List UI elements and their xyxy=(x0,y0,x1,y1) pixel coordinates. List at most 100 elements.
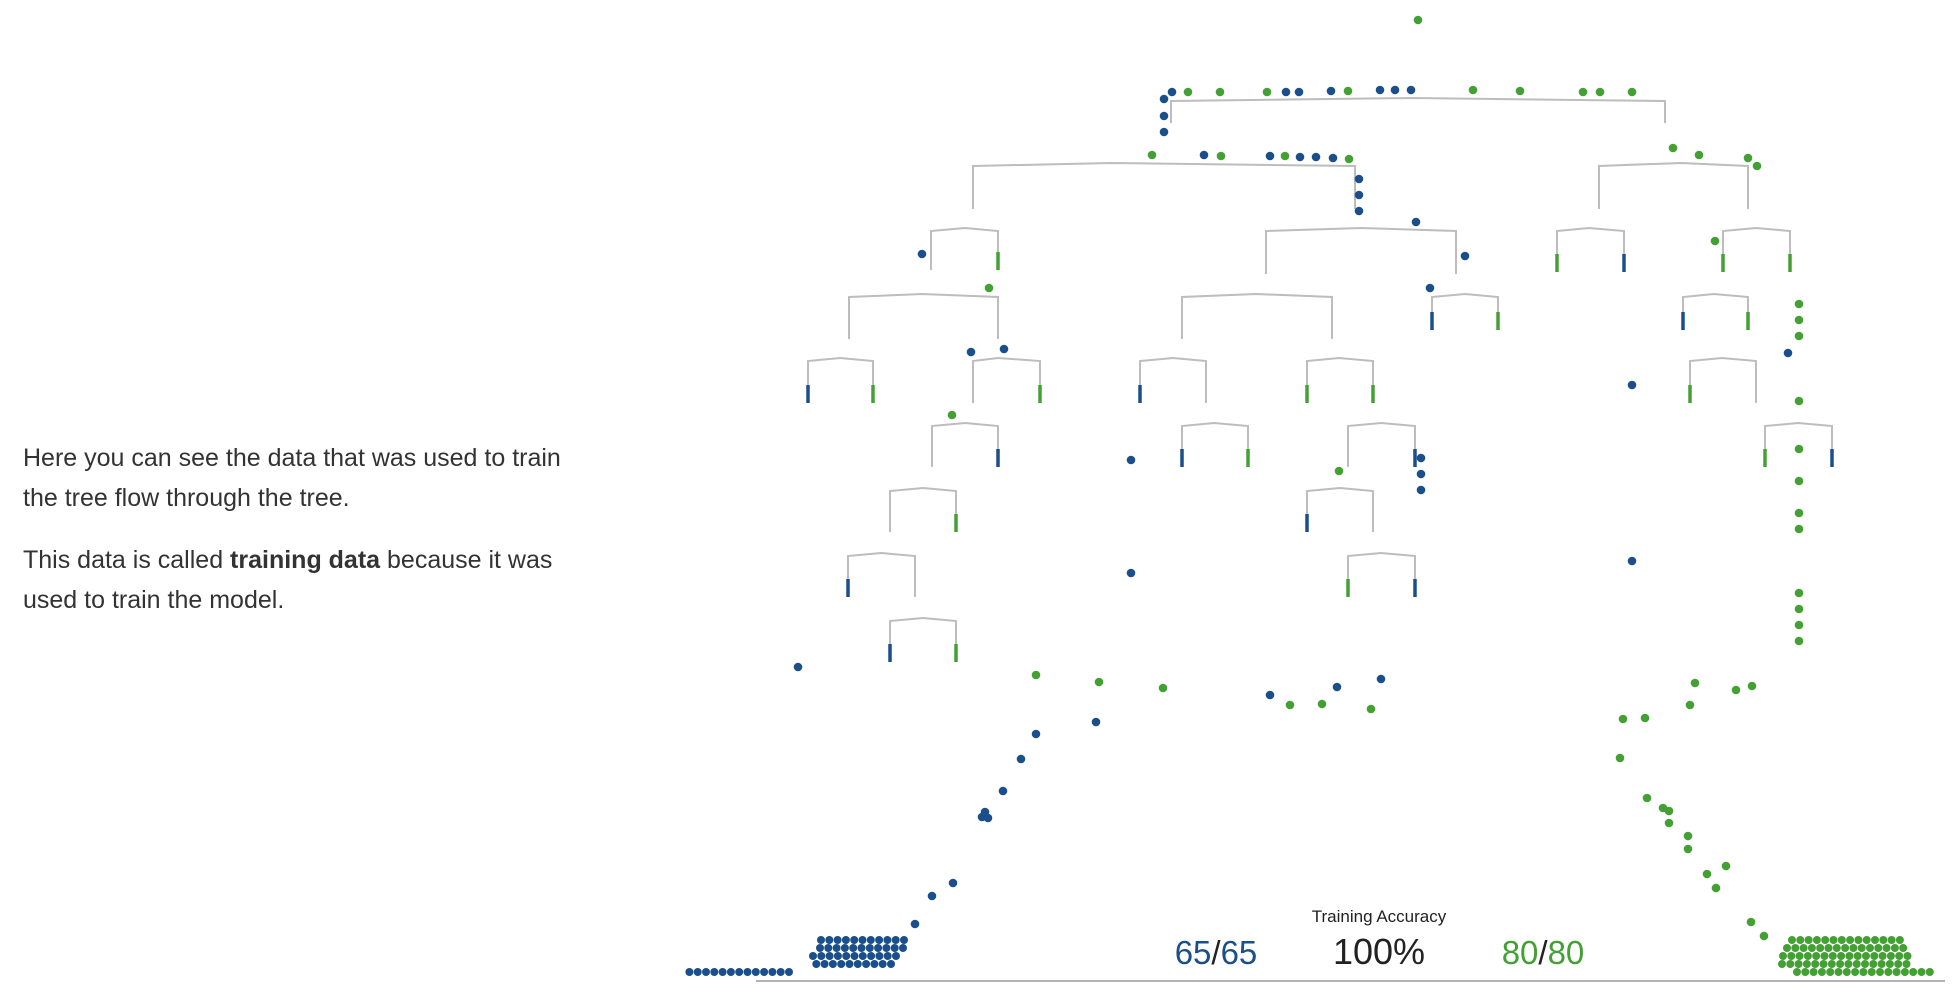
class-a-pile-point xyxy=(882,944,891,952)
class-a-pile-point xyxy=(816,944,824,952)
class-b-point xyxy=(1627,87,1637,97)
class-b-point xyxy=(1334,466,1344,476)
class-b-pile-point xyxy=(1788,936,1796,944)
class-a-point xyxy=(1425,283,1435,293)
narrative-text: Here you can see the data that was used … xyxy=(23,438,583,642)
class-a-point xyxy=(1406,85,1416,95)
tree-branch xyxy=(1431,292,1499,330)
class-a-pile-point xyxy=(837,960,846,968)
class-a-pile-point xyxy=(858,936,867,944)
tree-branch xyxy=(889,616,957,662)
class-b-point xyxy=(1794,396,1804,406)
class-a-point xyxy=(1016,754,1026,764)
class-b-point xyxy=(1215,87,1225,97)
class-a-pile-point xyxy=(785,968,793,976)
class-b-pile-point xyxy=(1900,968,1909,976)
class-b-pile-point xyxy=(1794,960,1803,968)
class-a-point xyxy=(1354,190,1364,200)
class-a-point xyxy=(1416,469,1426,479)
class-b-pile-point xyxy=(1877,960,1886,968)
class-a-pile-point xyxy=(887,960,895,968)
class-a-pile-point xyxy=(760,968,769,976)
class-b-pile-point xyxy=(1820,952,1829,960)
class-a-point xyxy=(1375,85,1385,95)
class-b-pile-point xyxy=(1837,936,1846,944)
class-a-pile-point xyxy=(883,936,892,944)
class-a-point xyxy=(910,919,920,929)
tree-branch xyxy=(1764,421,1833,467)
class-b-pile-point xyxy=(1890,944,1899,952)
narrative-p2-pre: This data is called xyxy=(23,546,231,574)
class-b-point xyxy=(1794,636,1804,646)
tree-branch xyxy=(1265,226,1457,274)
training-accuracy-percent: 100% xyxy=(1333,931,1425,972)
class-a-pile-point xyxy=(751,968,760,976)
class-a-pile-point xyxy=(718,968,727,976)
class-b-point xyxy=(1280,151,1290,161)
class-a-pile-point xyxy=(820,960,829,968)
class-a-pile-point xyxy=(878,960,887,968)
class-a-point xyxy=(1159,94,1169,104)
class-a-point xyxy=(1265,690,1275,700)
class-a-pile-point xyxy=(900,936,908,944)
class-b-pile-point xyxy=(1895,952,1904,960)
class-a-pile-point xyxy=(849,944,858,952)
class-a-pile-point xyxy=(899,944,907,952)
class-b-point xyxy=(1216,151,1226,161)
class-b-pile-point xyxy=(1903,952,1912,960)
class-b-pile-point xyxy=(1925,968,1934,976)
class-b-pile-point xyxy=(1791,944,1800,952)
class-b-pile-point xyxy=(1874,944,1883,952)
tree-branch xyxy=(847,551,916,597)
class-a-count: 65/65 xyxy=(1175,934,1258,971)
class-a-point xyxy=(1281,87,1291,97)
class-a-pile-point xyxy=(809,952,817,960)
class-a-pile-point xyxy=(865,944,874,952)
class-b-pile-point xyxy=(1909,968,1918,976)
class-b-pile-point xyxy=(1853,952,1862,960)
class-b-pile-point xyxy=(1886,952,1895,960)
tree-branch xyxy=(1556,226,1625,272)
class-b-point xyxy=(984,283,994,293)
class-b-pile-point xyxy=(1885,960,1894,968)
class-b-point xyxy=(1317,699,1327,709)
class-a-point xyxy=(966,347,976,357)
class-b-pile-point xyxy=(1816,944,1825,952)
class-a-pile-point xyxy=(866,936,875,944)
class-b-point xyxy=(1642,793,1652,803)
class-a-pile-point xyxy=(832,944,841,952)
class-b-pile-point xyxy=(1861,960,1869,968)
class-a-pile-point xyxy=(710,968,719,976)
class-a-pile-point xyxy=(857,944,866,952)
class-a-pile-point xyxy=(874,944,883,952)
class-b-pile-point xyxy=(1902,960,1911,968)
class-b-pile-point xyxy=(1845,952,1854,960)
class-b-pile-point xyxy=(1801,968,1810,976)
class-a-pile-point xyxy=(812,960,821,968)
class-b-pile-point xyxy=(1796,936,1805,944)
class-b-point xyxy=(1743,153,1753,163)
class-b-pile-point xyxy=(1871,936,1879,944)
class-b-point xyxy=(1794,620,1804,630)
class-b-pile-point xyxy=(1778,960,1786,968)
class-a-pile-point xyxy=(768,968,777,976)
class-b-pile-point xyxy=(1802,960,1811,968)
class-a-point xyxy=(1328,153,1338,163)
class-a-pile-point xyxy=(693,968,702,976)
class-b-pile-point xyxy=(1811,960,1820,968)
tree-branch xyxy=(1181,292,1333,339)
class-b-pile-point xyxy=(1812,936,1821,944)
class-b-point xyxy=(1664,818,1674,828)
class-a-point xyxy=(1354,174,1364,184)
class-a-pile-point xyxy=(870,960,879,968)
class-a-point xyxy=(1390,85,1400,95)
class-a-point xyxy=(1031,729,1041,739)
tree-branch xyxy=(1689,356,1757,403)
class-a-point xyxy=(793,662,803,672)
class-b-point xyxy=(1664,806,1674,816)
narrative-p2-post: because it was used to train the model. xyxy=(23,546,553,614)
tree-branch xyxy=(1347,421,1416,467)
class-b-pile-point xyxy=(1841,944,1850,952)
class-a-pile-point xyxy=(833,936,842,944)
class-b-pile-point xyxy=(1854,936,1863,944)
